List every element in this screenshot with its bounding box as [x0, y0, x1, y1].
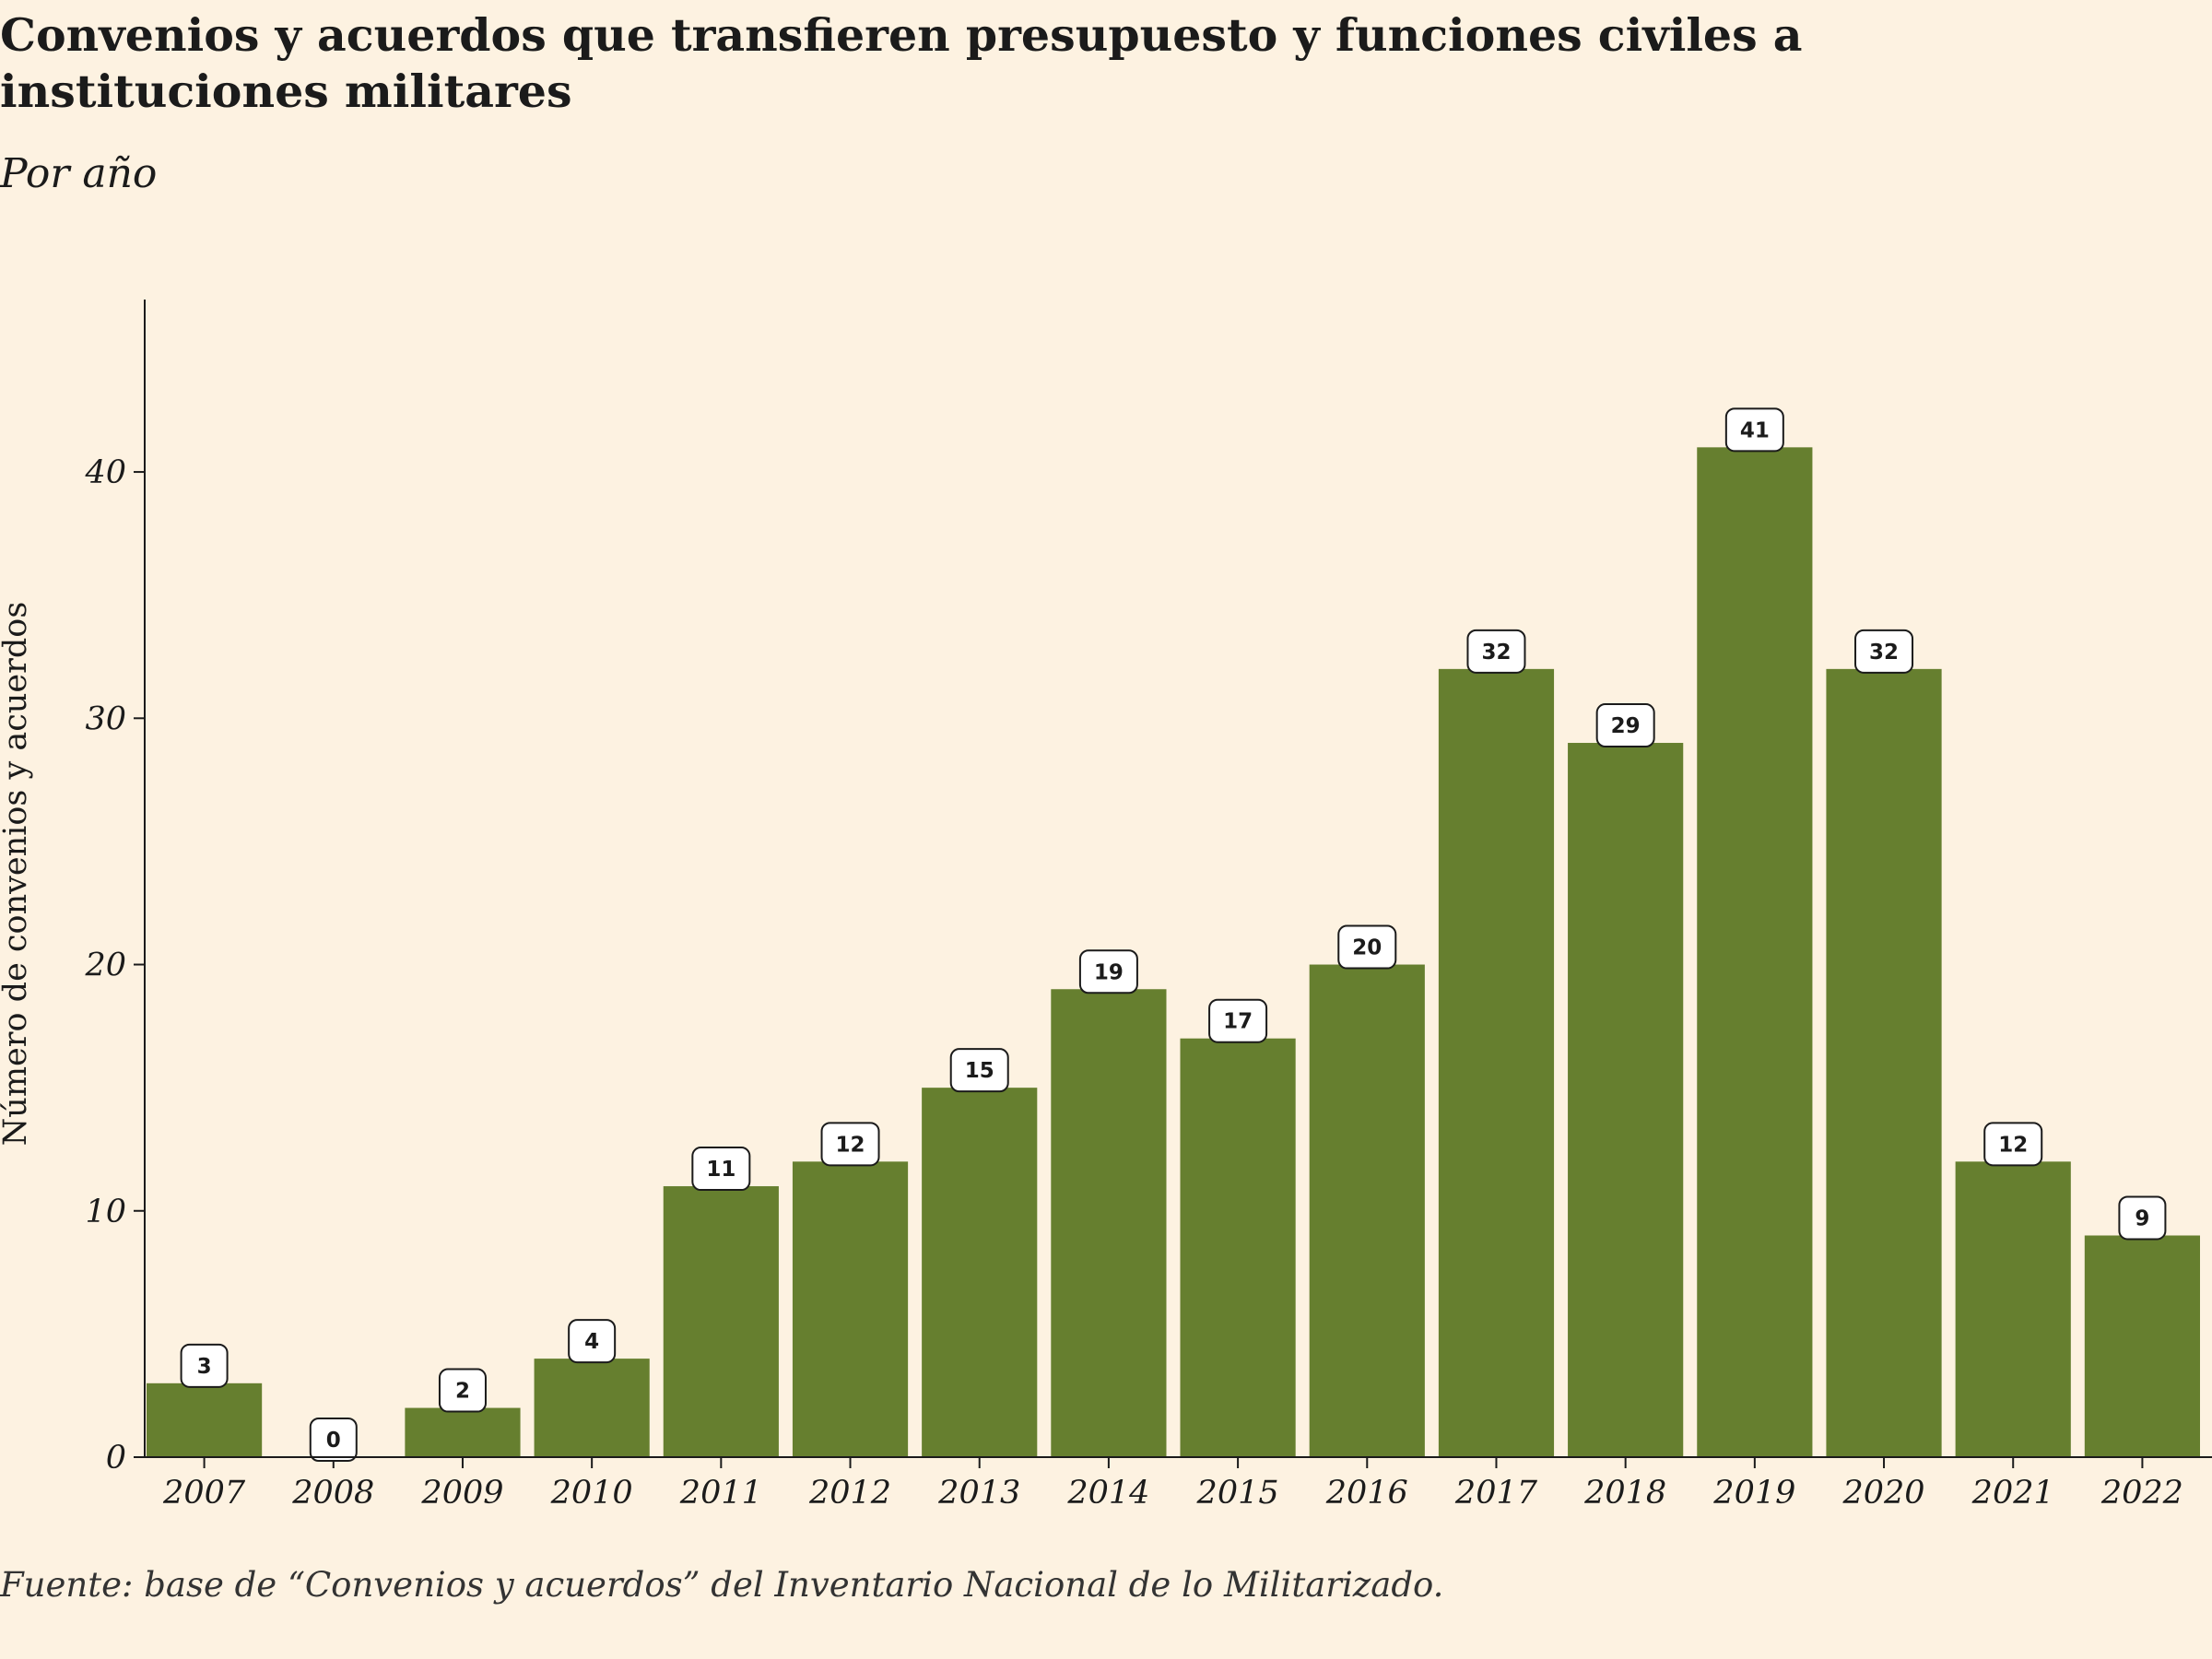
data-label-box	[1724, 407, 1784, 453]
data-label-value: 29	[1611, 714, 1641, 738]
data-label: 15	[949, 1048, 1009, 1093]
data-label: 11	[691, 1147, 751, 1192]
data-label-value: 15	[965, 1059, 994, 1083]
data-label-box	[180, 1343, 229, 1388]
data-label: 0	[309, 1418, 358, 1462]
bar-2012	[792, 1161, 909, 1457]
data-label-box	[438, 1368, 487, 1413]
data-label-box	[1337, 924, 1397, 970]
data-label: 12	[820, 1122, 880, 1167]
x-tick-label: 2008	[291, 1475, 374, 1512]
bar-2022	[2084, 1235, 2200, 1457]
data-label-box	[949, 1048, 1009, 1093]
y-tick-label: 30	[85, 700, 126, 737]
y-axis-label: Número de convenios y acuerdos	[0, 602, 34, 1147]
data-label-value: 20	[1352, 936, 1382, 960]
data-label: 4	[568, 1319, 617, 1364]
bars-group	[147, 447, 2200, 1457]
bar-2018	[1568, 743, 1684, 1457]
data-label-box	[309, 1418, 358, 1462]
x-tick-label: 2016	[1325, 1475, 1408, 1512]
y-tick-label: 20	[84, 947, 126, 984]
x-tick-label: 2014	[1066, 1475, 1149, 1512]
x-axis-ticks: 2007 2008 2009 2010 2011 2012 2013 2014 2015 2016…	[162, 1457, 2183, 1512]
x-tick-label: 2018	[1583, 1475, 1666, 1512]
data-label-box	[1595, 703, 1655, 748]
data-label-box	[1208, 998, 1268, 1043]
data-label-value: 11	[706, 1158, 735, 1182]
data-label: 3	[180, 1343, 229, 1388]
x-tick-label: 2010	[550, 1475, 633, 1512]
data-label-value: 12	[836, 1133, 865, 1157]
data-label-box	[691, 1147, 751, 1192]
data-label-box	[568, 1319, 617, 1364]
data-label: 19	[1078, 949, 1138, 994]
x-tick-label: 2017	[1454, 1475, 1538, 1512]
x-tick-label: 2011	[679, 1475, 762, 1512]
bar-2011	[663, 1186, 779, 1457]
data-label: 17	[1208, 998, 1268, 1043]
data-label-value: 2	[455, 1380, 470, 1404]
data-label: 12	[1983, 1122, 2043, 1167]
x-tick-label: 2009	[420, 1475, 503, 1512]
data-label-value: 17	[1223, 1010, 1253, 1034]
data-label-box	[1854, 629, 1914, 674]
bar-2010	[534, 1359, 650, 1457]
data-label-value: 4	[584, 1330, 599, 1354]
x-tick-label: 2022	[2100, 1475, 2183, 1512]
data-label: 2	[438, 1368, 487, 1413]
x-tick-label: 2015	[1196, 1475, 1279, 1512]
bar-2014	[1051, 989, 1167, 1457]
data-label-value: 19	[1094, 960, 1124, 984]
data-label-value: 32	[1869, 641, 1899, 665]
y-tick-label: 10	[85, 1194, 126, 1230]
bar-2009	[405, 1407, 521, 1457]
data-label-value: 12	[1998, 1133, 2028, 1157]
source-note: Fuente: base de “Convenios y acuerdos” d…	[0, 1565, 1444, 1605]
data-label: 29	[1595, 703, 1655, 748]
bar-2019	[1697, 447, 1813, 1457]
y-tick-label: 0	[106, 1440, 126, 1477]
data-label-value: 9	[2135, 1206, 2149, 1230]
chart-title: Convenios y acuerdos que transfieren pre…	[0, 8, 1803, 118]
x-tick-label: 2013	[937, 1475, 1020, 1512]
x-tick-label: 2007	[162, 1475, 246, 1512]
x-tick-label: 2019	[1712, 1475, 1795, 1512]
bar-2015	[1180, 1038, 1296, 1457]
data-label-box	[1078, 949, 1138, 994]
data-labels-group: 3 0 2 4 11 12 15 19 17 20 32 29 41 32 12 9	[180, 407, 2167, 1462]
data-label: 9	[2118, 1195, 2167, 1241]
x-tick-label: 2012	[808, 1475, 891, 1512]
bar-2013	[922, 1088, 1038, 1457]
bar-2016	[1309, 964, 1425, 1457]
data-label-value: 41	[1740, 418, 1770, 442]
bar-2020	[1826, 668, 1942, 1457]
bar-2007	[147, 1382, 263, 1457]
data-label: 41	[1724, 407, 1784, 453]
data-label-box	[1983, 1122, 2043, 1167]
data-label: 20	[1337, 924, 1397, 970]
x-tick-label: 2021	[1971, 1475, 2054, 1512]
bar-2017	[1438, 668, 1555, 1457]
y-axis-ticks: 0 10 20 30 40	[84, 454, 145, 1477]
data-label-value: 0	[326, 1429, 341, 1453]
chart-subtitle: Por año	[0, 150, 158, 197]
data-label: 32	[1466, 629, 1526, 674]
data-label-value: 3	[197, 1355, 212, 1379]
data-label: 32	[1854, 629, 1914, 674]
y-tick-label: 40	[84, 454, 126, 491]
data-label-value: 32	[1481, 641, 1511, 665]
data-label-box	[820, 1122, 880, 1167]
data-label-box	[2118, 1195, 2167, 1241]
data-label-box	[1466, 629, 1526, 674]
bar-2021	[1955, 1161, 2071, 1457]
x-tick-label: 2020	[1841, 1475, 1924, 1512]
